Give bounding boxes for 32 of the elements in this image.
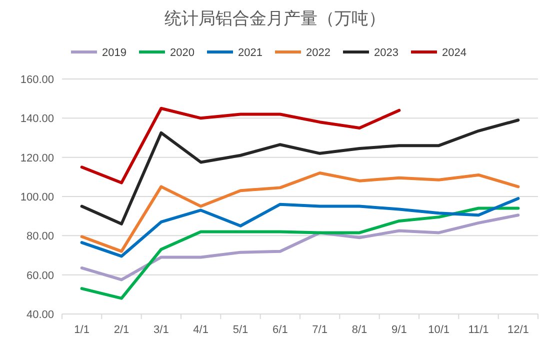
x-tick-label: 9/1 bbox=[392, 324, 407, 336]
x-tick-label: 4/1 bbox=[193, 324, 208, 336]
y-tick-label: 60.00 bbox=[26, 270, 54, 282]
x-tick-label: 6/1 bbox=[272, 324, 288, 336]
x-tick-label: 12/1 bbox=[507, 324, 529, 336]
y-tick-label: 140.00 bbox=[20, 113, 54, 126]
y-tick-label: 80.00 bbox=[26, 230, 54, 243]
legend-label: 2019 bbox=[102, 47, 126, 59]
x-tick-label: 3/1 bbox=[154, 324, 169, 336]
line-series bbox=[80, 196, 520, 258]
x-tick-label: 2/1 bbox=[114, 324, 130, 336]
legend-label: 2023 bbox=[374, 47, 398, 59]
x-tick-label: 8/1 bbox=[352, 324, 368, 336]
y-tick-label: 160.00 bbox=[20, 74, 54, 86]
y-tick-label: 120.00 bbox=[20, 152, 54, 164]
line-series bbox=[80, 214, 520, 282]
y-tick-label: 40.00 bbox=[26, 309, 54, 321]
y-tick-label: 100.00 bbox=[20, 192, 54, 204]
line-series bbox=[80, 172, 520, 253]
line-series bbox=[80, 206, 520, 300]
legend-label: 2022 bbox=[306, 47, 330, 59]
x-tick-label: 7/1 bbox=[312, 324, 328, 336]
x-tick-label: 10/1 bbox=[428, 324, 450, 336]
legend-label: 2021 bbox=[238, 47, 262, 59]
x-tick-label: 11/1 bbox=[468, 324, 489, 336]
legend-label: 2024 bbox=[442, 47, 466, 59]
line-series bbox=[80, 106, 401, 184]
line-series bbox=[80, 118, 520, 226]
x-tick-label: 5/1 bbox=[232, 324, 248, 336]
x-tick-label: 1/1 bbox=[74, 324, 90, 336]
chart-title: 统计局铝合金月产量（万吨） bbox=[164, 9, 386, 29]
legend-label: 2020 bbox=[170, 47, 194, 59]
